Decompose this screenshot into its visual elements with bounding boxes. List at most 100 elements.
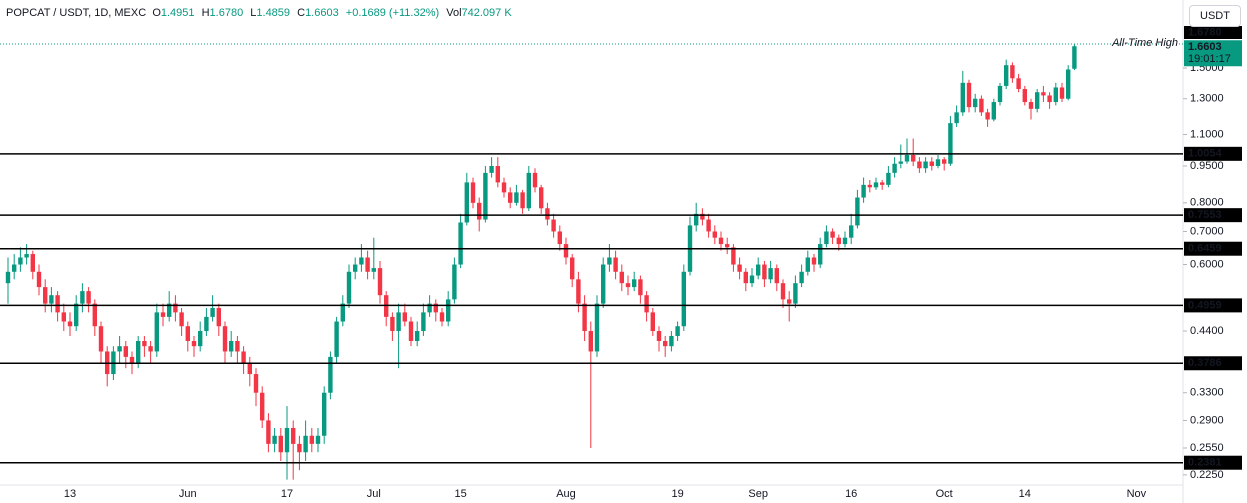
candle-body (235, 341, 240, 352)
candle-body (545, 208, 550, 220)
candle-body (632, 279, 637, 288)
candle-body (886, 172, 891, 185)
candle-body (272, 435, 277, 444)
candle-body (18, 257, 23, 265)
candle-body (787, 299, 792, 304)
candle-body (421, 312, 426, 332)
candle-body (86, 291, 91, 304)
candle-body (43, 287, 48, 304)
candle-body (402, 312, 407, 322)
candle-body (756, 264, 761, 276)
candle-body (656, 331, 662, 342)
last-price-label: 1.6603 (1188, 41, 1222, 53)
candle-body (334, 321, 339, 357)
candle-body (880, 182, 885, 185)
ath-label-box (1184, 26, 1242, 39)
candle-body (948, 123, 953, 164)
level-label: 0.2381 (1188, 457, 1222, 469)
candle-body (260, 392, 265, 421)
countdown: 19:01:17 (1188, 53, 1231, 65)
candle-body (136, 341, 141, 363)
x-tick-label: 14 (1019, 488, 1031, 500)
candle-body (489, 165, 494, 173)
candle-body (570, 257, 575, 280)
candle-body (483, 172, 488, 220)
candle-body (346, 271, 352, 304)
candle-body (464, 182, 469, 223)
candle-body (427, 303, 432, 313)
candle-body (61, 312, 66, 322)
candle-body (669, 335, 674, 347)
candle-body (340, 303, 345, 322)
candle-body (284, 427, 290, 453)
candle-body (477, 202, 482, 220)
candle-body (1010, 65, 1015, 79)
candle-body (966, 82, 972, 108)
candle-body (1047, 95, 1052, 103)
candle-body (675, 326, 680, 336)
candle-body (1066, 69, 1071, 99)
candle-body (173, 303, 178, 313)
candle-body (1028, 102, 1034, 109)
currency-button[interactable]: USDT (1189, 5, 1241, 27)
candle-body (365, 257, 370, 272)
candle-body (142, 341, 147, 347)
candle-body (247, 362, 252, 375)
candle-body (539, 187, 544, 209)
candle-body (123, 346, 128, 357)
candle-body (210, 307, 215, 317)
o-value: 1.4951 (160, 7, 195, 19)
y-tick-label: 0.2250 (1190, 469, 1224, 481)
candle-body (1004, 65, 1009, 86)
candle-body (216, 307, 221, 327)
candle-body (793, 283, 798, 304)
candle-body (960, 82, 965, 113)
candle-body (861, 184, 866, 198)
candle-body (117, 346, 122, 352)
level-label: 0.4959 (1188, 299, 1222, 311)
candle-body (322, 392, 327, 436)
candle-body (898, 161, 903, 164)
candle-body (799, 271, 804, 284)
h-label: H (201, 7, 210, 19)
candle-body (818, 244, 823, 265)
candle-body (830, 231, 835, 238)
candle-body (92, 303, 97, 327)
candle-body (594, 303, 600, 352)
candle-body (291, 427, 296, 444)
candle-body (749, 275, 755, 284)
x-tick-label: Oct (936, 488, 953, 500)
y-tick-label: 1.1000 (1190, 128, 1224, 140)
level-label-box (1184, 455, 1242, 470)
h-value: 1.6780 (209, 7, 244, 19)
candle-body (923, 161, 928, 169)
candle-body (148, 346, 153, 352)
y-tick-label: 0.4400 (1190, 325, 1224, 337)
candle-body (619, 271, 624, 284)
change: +0.1689 (+11.32%) (345, 7, 440, 19)
candle-body (892, 163, 897, 173)
level-label-box (1184, 241, 1242, 256)
candle-body (303, 435, 308, 453)
candle-body (396, 312, 401, 332)
candle-body (824, 231, 829, 245)
x-tick-label: 19 (671, 488, 683, 500)
candle-body (706, 219, 711, 232)
level-label-box (1184, 208, 1242, 223)
candle-body (663, 341, 668, 347)
candle-body (836, 237, 841, 245)
candle-body (198, 331, 203, 347)
candle-body (470, 182, 476, 203)
candle-body (191, 341, 197, 347)
candle-body (551, 219, 556, 232)
candle-body (855, 197, 860, 226)
y-tick-label: 0.8000 (1190, 197, 1224, 209)
candle-body (762, 264, 767, 280)
last-price-box (1184, 40, 1242, 67)
candle-body (849, 225, 854, 238)
candle-body (328, 356, 333, 393)
candle-body (179, 312, 184, 327)
x-tick-label: Jul (367, 488, 381, 500)
